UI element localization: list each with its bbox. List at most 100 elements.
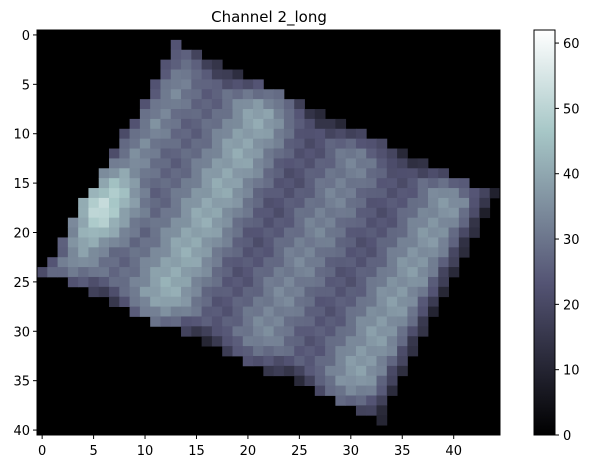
heatmap-cell <box>366 257 377 268</box>
heatmap-cell <box>448 207 460 219</box>
heatmap-cell <box>129 286 141 298</box>
heatmap-cell <box>139 99 151 110</box>
heatmap-cell <box>211 128 223 140</box>
heatmap-cell <box>417 326 429 337</box>
heatmap-cell <box>376 217 388 228</box>
heatmap-cell <box>355 138 367 149</box>
heatmap-cell <box>201 138 213 149</box>
heatmap-cell <box>253 276 264 288</box>
y-tick-label: 25 <box>13 276 30 291</box>
heatmap-cell <box>294 197 305 209</box>
heatmap-cell <box>222 197 233 209</box>
heatmap-cell <box>242 286 254 298</box>
heatmap-cell <box>160 237 172 248</box>
heatmap-cell <box>222 237 233 248</box>
heatmap-cell <box>170 168 182 179</box>
heatmap-cell <box>88 247 100 258</box>
heatmap-cell <box>170 306 182 317</box>
heatmap-cell <box>397 237 408 248</box>
heatmap-cell <box>355 158 367 169</box>
heatmap-cell <box>119 188 130 199</box>
y-axis: 0 5 10 15 20 25 30 35 40 <box>13 29 37 439</box>
heatmap-cell <box>355 365 367 377</box>
heatmap-cell <box>170 118 182 130</box>
colorbar-tick-label: 10 <box>563 364 580 379</box>
heatmap-cell <box>335 237 347 248</box>
heatmap-cell <box>355 355 367 367</box>
heatmap-cell <box>407 168 419 179</box>
heatmap-cell <box>253 247 264 258</box>
heatmap-cell <box>386 346 398 357</box>
heatmap-cell <box>366 207 377 219</box>
heatmap-cell <box>366 276 377 288</box>
heatmap-cell <box>67 247 79 258</box>
heatmap-cell <box>294 365 305 377</box>
heatmap-cell <box>458 188 470 199</box>
heatmap-cell <box>98 197 110 209</box>
heatmap-cell <box>181 188 192 199</box>
heatmap-cell <box>283 346 295 357</box>
heatmap-cell <box>335 257 347 268</box>
heatmap-cell <box>314 168 326 179</box>
y-tick-label: 0 <box>22 29 30 44</box>
heatmap-cell <box>181 109 192 120</box>
heatmap-cell <box>232 237 244 248</box>
heatmap-cell <box>273 217 285 228</box>
heatmap-cell <box>427 247 439 258</box>
heatmap-cell <box>139 138 151 149</box>
heatmap-cell <box>273 207 285 219</box>
heatmap-cell <box>201 276 213 288</box>
heatmap-cell <box>211 158 223 169</box>
heatmap-cell <box>170 267 182 278</box>
heatmap-cell <box>211 59 223 70</box>
colorbar-tick-label: 30 <box>563 233 580 248</box>
heatmap-cell <box>109 247 120 258</box>
heatmap-cell <box>129 296 141 307</box>
heatmap-cell <box>170 197 182 209</box>
heatmap-cell <box>273 306 285 317</box>
heatmap-cell <box>366 326 377 337</box>
heatmap-cell <box>355 306 367 317</box>
heatmap-cell <box>191 178 203 189</box>
heatmap-cell <box>139 168 151 179</box>
heatmap-cell <box>191 267 203 278</box>
heatmap-cell <box>139 217 151 228</box>
heatmap-cell <box>170 128 182 140</box>
heatmap-cell <box>438 197 449 209</box>
heatmap-cell <box>170 99 182 110</box>
heatmap-cell <box>211 118 223 130</box>
heatmap-cell <box>253 197 264 209</box>
heatmap-cell <box>129 237 141 248</box>
heatmap-cell <box>304 267 316 278</box>
heatmap-cell <box>304 286 316 298</box>
heatmap-cell <box>253 148 264 159</box>
heatmap-cell <box>253 355 264 367</box>
heatmap-cell <box>232 227 244 238</box>
heatmap-cell <box>119 267 130 278</box>
heatmap-cell <box>222 148 233 159</box>
heatmap-cell <box>263 128 275 140</box>
heatmap-cell <box>129 227 141 238</box>
heatmap-cell <box>57 257 69 268</box>
heatmap-cell <box>366 138 377 149</box>
heatmap-cell <box>201 118 213 130</box>
heatmap-cell <box>253 89 264 100</box>
heatmap-cell <box>314 267 326 278</box>
heatmap-cell <box>222 89 233 100</box>
heatmap-cell <box>191 276 203 288</box>
heatmap-cell <box>263 118 275 130</box>
heatmap-cell <box>386 237 398 248</box>
heatmap-cell <box>119 276 130 288</box>
heatmap-cell <box>314 306 326 317</box>
heatmap-cell <box>242 355 254 367</box>
heatmap-cell <box>242 207 254 219</box>
heatmap-cell <box>139 207 151 219</box>
heatmap-cell <box>253 168 264 179</box>
heatmap-cell <box>232 109 244 120</box>
heatmap-cell <box>242 128 254 140</box>
heatmap-cell <box>160 148 172 159</box>
heatmap-cell <box>376 138 388 149</box>
heatmap-cell <box>181 267 192 278</box>
heatmap-cell <box>211 306 223 317</box>
heatmap-cell <box>345 178 357 189</box>
